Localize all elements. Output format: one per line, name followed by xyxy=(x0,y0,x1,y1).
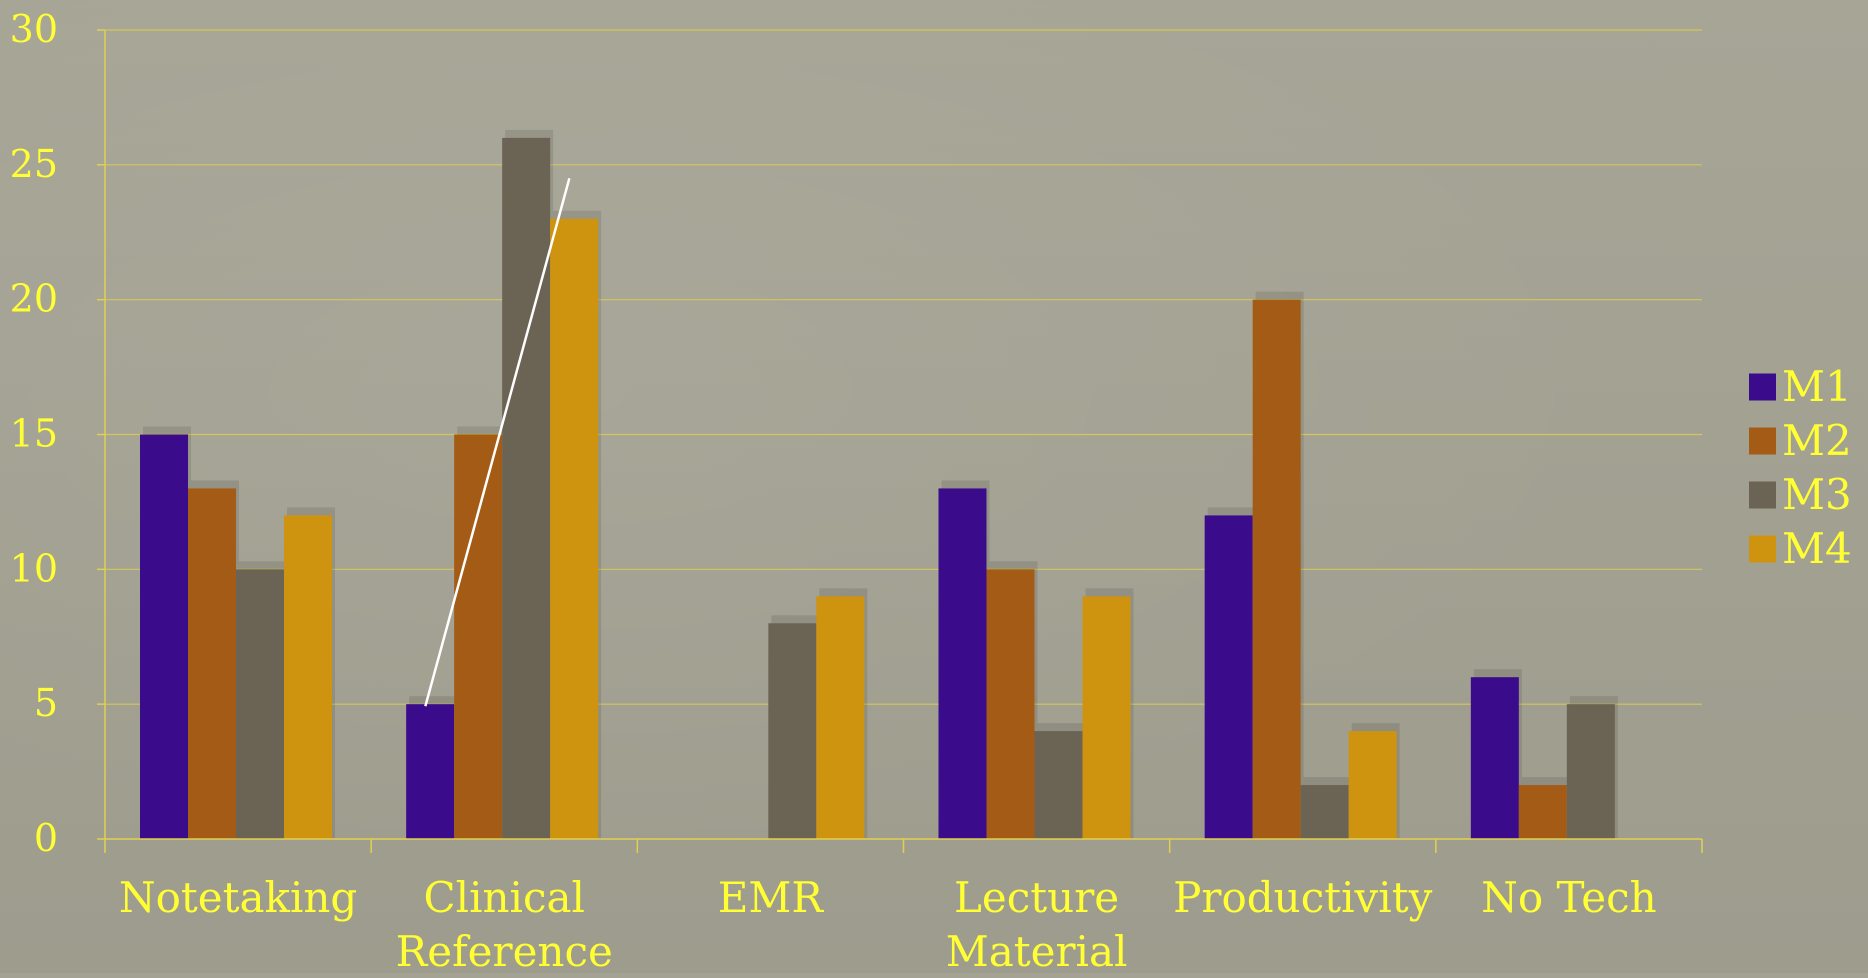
bar-m3 xyxy=(502,137,551,839)
x-tick-label: No Tech xyxy=(1481,873,1657,922)
x-tick-label-line: Lecture xyxy=(954,873,1119,922)
axes xyxy=(97,29,1703,853)
x-tick-label-line: Material xyxy=(946,927,1128,973)
bar-m4 xyxy=(1082,596,1131,839)
bar-m3 xyxy=(236,569,284,839)
gridlines xyxy=(105,29,1702,705)
legend-label: M2 xyxy=(1782,416,1852,465)
x-tick-label: Lecture Material xyxy=(946,873,1128,973)
legend-label: M4 xyxy=(1782,524,1852,573)
y-tick-label: 20 xyxy=(10,277,58,321)
legend-swatch-m3 xyxy=(1749,481,1776,509)
y-tick-label: 30 xyxy=(10,7,58,51)
y-tick-label: 15 xyxy=(10,412,58,456)
legend-swatch-m2 xyxy=(1749,427,1776,455)
bar-m2 xyxy=(188,488,236,839)
x-tick-label-line: No Tech xyxy=(1481,873,1657,922)
bar-m1 xyxy=(938,488,987,839)
x-tick-labels: Notetaking Clinical Reference EMR Lecture Mat… xyxy=(119,873,1657,976)
bar-m3 xyxy=(768,623,817,839)
x-tick-label-line: Reference xyxy=(396,927,613,973)
bar-m1 xyxy=(1204,515,1253,839)
bar-m2 xyxy=(454,434,503,839)
trend-line xyxy=(424,177,571,707)
bars xyxy=(140,129,1618,840)
bar-m4 xyxy=(550,218,599,839)
bar-m1 xyxy=(140,434,188,839)
bar-m1 xyxy=(406,704,455,839)
y-tick-label: 25 xyxy=(10,142,58,186)
legend-label: M1 xyxy=(1782,362,1852,411)
bar-m1 xyxy=(1470,677,1519,839)
x-tick-label-line: Productivity xyxy=(1173,873,1432,922)
x-tick-label-line: EMR xyxy=(718,873,825,922)
bar-m4 xyxy=(284,515,332,839)
bar-m3 xyxy=(1566,704,1615,839)
bar-m3 xyxy=(1300,785,1349,839)
bar-m2 xyxy=(1518,785,1567,839)
x-tick-label-line: Clinical xyxy=(424,873,585,922)
legend: M1 M2 M3 M4 xyxy=(1749,362,1852,573)
bar-m3 xyxy=(1034,731,1083,839)
y-tick-label: 5 xyxy=(34,681,58,725)
x-tick-label: Productivity xyxy=(1173,873,1432,922)
y-tick-label: 10 xyxy=(10,546,58,590)
y-tick-labels: 0 5 10 15 20 25 30 xyxy=(10,7,58,860)
x-tick-label: Notetaking xyxy=(119,873,358,922)
bar-m4 xyxy=(1348,731,1397,839)
bar-m2 xyxy=(1252,299,1301,840)
x-tick-label-line: Notetaking xyxy=(119,873,358,922)
x-tick-label: EMR xyxy=(718,873,825,922)
legend-label: M3 xyxy=(1782,470,1852,519)
annotations xyxy=(424,177,571,707)
legend-swatch-m1 xyxy=(1749,373,1776,401)
bar-m4 xyxy=(816,596,865,839)
legend-swatch-m4 xyxy=(1749,535,1776,563)
bar-m2 xyxy=(986,569,1035,839)
x-tick-label: Clinical Reference xyxy=(396,873,613,973)
y-tick-label: 0 xyxy=(34,816,58,860)
